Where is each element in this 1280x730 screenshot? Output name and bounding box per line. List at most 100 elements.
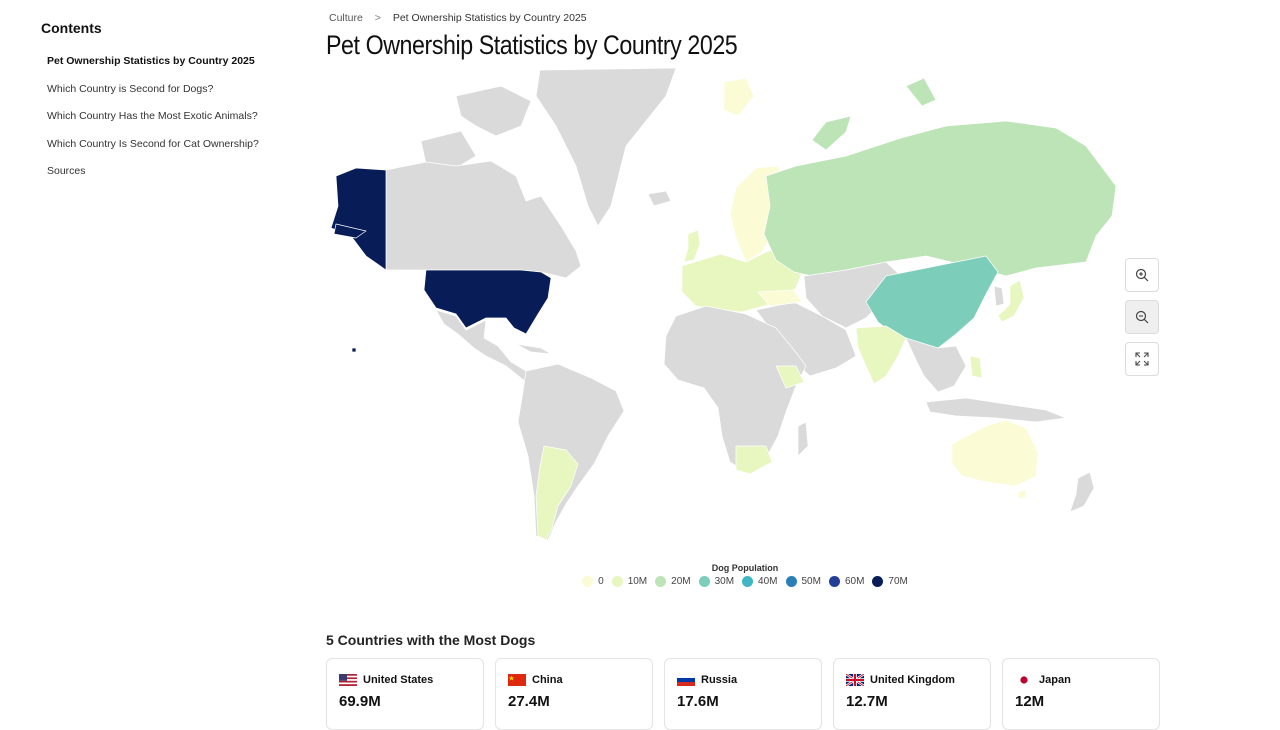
zoom-out-button[interactable] [1125,300,1159,334]
country-card-china[interactable]: China 27.4M [495,658,653,730]
legend-swatch [698,576,710,587]
legend-item[interactable]: 70M [872,576,908,587]
alaska-region[interactable] [330,167,387,271]
legend-swatch [611,576,623,587]
russian-arctic-islands[interactable] [905,77,937,107]
zoom-in-button[interactable] [1125,258,1159,292]
page-title: Pet Ownership Statistics by Country 2025 [326,30,738,60]
breadcrumb-current: Pet Ownership Statistics by Country 2025 [392,12,587,24]
us-flag-icon [339,674,357,686]
south-africa-region[interactable] [735,445,773,475]
turkey-region[interactable] [757,289,803,307]
uk-flag-icon [846,674,864,686]
ethiopia-region[interactable] [775,365,805,389]
australia-region[interactable] [951,419,1039,487]
card-country-name: Russia [701,674,738,686]
toc-item-exotic-animals[interactable]: Which Country Has the Most Exotic Animal… [47,110,258,122]
toc-item-pet-ownership[interactable]: Pet Ownership Statistics by Country 2025 [47,55,255,67]
canada-arctic-islands-2[interactable] [420,130,477,172]
madagascar-region[interactable] [797,421,809,457]
united-kingdom-region[interactable] [683,229,701,263]
card-country-row: Japan [1015,674,1071,686]
zoom-in-icon [1135,268,1149,282]
svalbard-region[interactable] [723,77,755,117]
novaya-zemlya-region[interactable] [811,115,852,151]
country-card-russia[interactable]: Russia 17.6M [664,658,822,730]
korea-region[interactable] [993,285,1005,307]
legend-item[interactable]: 50M [785,576,821,587]
expand-icon [1135,352,1149,366]
toc-item-second-for-cats[interactable]: Which Country Is Second for Cat Ownershi… [47,137,259,150]
legend-swatch [655,576,667,587]
southeast-asia-region[interactable] [905,337,967,393]
choropleth-map[interactable] [326,66,1126,548]
breadcrumb-culture-link[interactable]: Culture [329,12,363,24]
new-zealand-region[interactable] [1069,471,1095,513]
legend-swatch [742,576,754,587]
card-dog-count: 69.9M [339,693,381,710]
south-america-region[interactable] [517,363,625,541]
toc-title: Contents [41,20,102,36]
russia-flag-icon [677,674,695,686]
united-states-region[interactable] [423,269,552,335]
map-zoom-controls [1125,258,1159,384]
toc-item-sources[interactable]: Sources [47,165,86,177]
indonesia-region[interactable] [925,397,1067,423]
iceland-region[interactable] [647,190,672,207]
zoom-out-icon [1135,310,1149,324]
legend-label: 50M [801,576,821,587]
card-dog-count: 17.6M [677,693,719,710]
legend-label: 20M [671,576,691,587]
legend-label: 10M [627,576,648,587]
card-country-name: United States [363,674,434,686]
card-dog-count: 27.4M [508,693,550,710]
map-legend: Dog Population 0 10M 20M 30M 40M 50M 60M 70M [560,563,930,587]
canada-arctic-islands[interactable] [455,85,532,137]
philippines-region[interactable] [969,355,983,379]
card-country-row: United States [339,674,433,686]
india-region[interactable] [855,325,907,385]
legend-swatch [582,576,594,587]
legend-item[interactable]: 20M [655,576,691,587]
fullscreen-button[interactable] [1125,342,1159,376]
legend-label: 0 [598,576,604,587]
country-card-japan[interactable]: Japan 12M [1002,658,1160,730]
toc-item-second-for-dogs[interactable]: Which Country is Second for Dogs? [47,82,214,95]
breadcrumb: Culture > Pet Ownership Statistics by Co… [329,12,587,24]
top-countries-title: 5 Countries with the Most Dogs [326,632,536,648]
country-card-united-states[interactable]: United States 69.9M [326,658,484,730]
japan-flag-icon [1015,674,1033,686]
card-country-name: Japan [1039,674,1071,686]
legend-item[interactable]: 40M [742,576,778,587]
legend-label: 60M [844,576,865,587]
china-flag-icon [508,674,526,686]
japan-region[interactable] [997,279,1025,323]
legend-items: 0 10M 20M 30M 40M 50M 60M 70M [560,576,930,587]
tasmania-region[interactable] [1017,489,1027,499]
legend-swatch [785,576,797,587]
legend-title: Dog Population [711,563,779,573]
card-country-name: United Kingdom [870,674,955,686]
legend-label: 40M [758,576,778,587]
alaska-tail[interactable] [333,223,367,239]
legend-label: 70M [888,576,908,587]
legend-swatch [828,576,840,587]
card-country-row: Russia [677,674,737,686]
table-of-contents: Contents Pet Ownership Statistics by Cou… [41,20,281,192]
card-dog-count: 12.7M [846,693,888,710]
russia-region[interactable] [763,120,1117,279]
legend-item[interactable]: 30M [698,576,734,587]
world-map-svg[interactable] [326,66,1126,548]
argentina-region[interactable] [535,445,579,541]
legend-item[interactable]: 0 [582,576,604,587]
legend-item[interactable]: 10M [611,576,648,587]
greenland-region[interactable] [535,67,677,227]
legend-item[interactable]: 60M [828,576,865,587]
card-country-row: United Kingdom [846,674,955,686]
top-countries-cards: United States 69.9M China 27.4M Russia 1… [326,658,1160,730]
hawaii-region[interactable] [351,347,357,353]
country-card-united-kingdom[interactable]: United Kingdom 12.7M [833,658,991,730]
cuba-region[interactable] [515,343,552,355]
legend-swatch [872,576,884,587]
canada-region[interactable] [385,160,582,279]
